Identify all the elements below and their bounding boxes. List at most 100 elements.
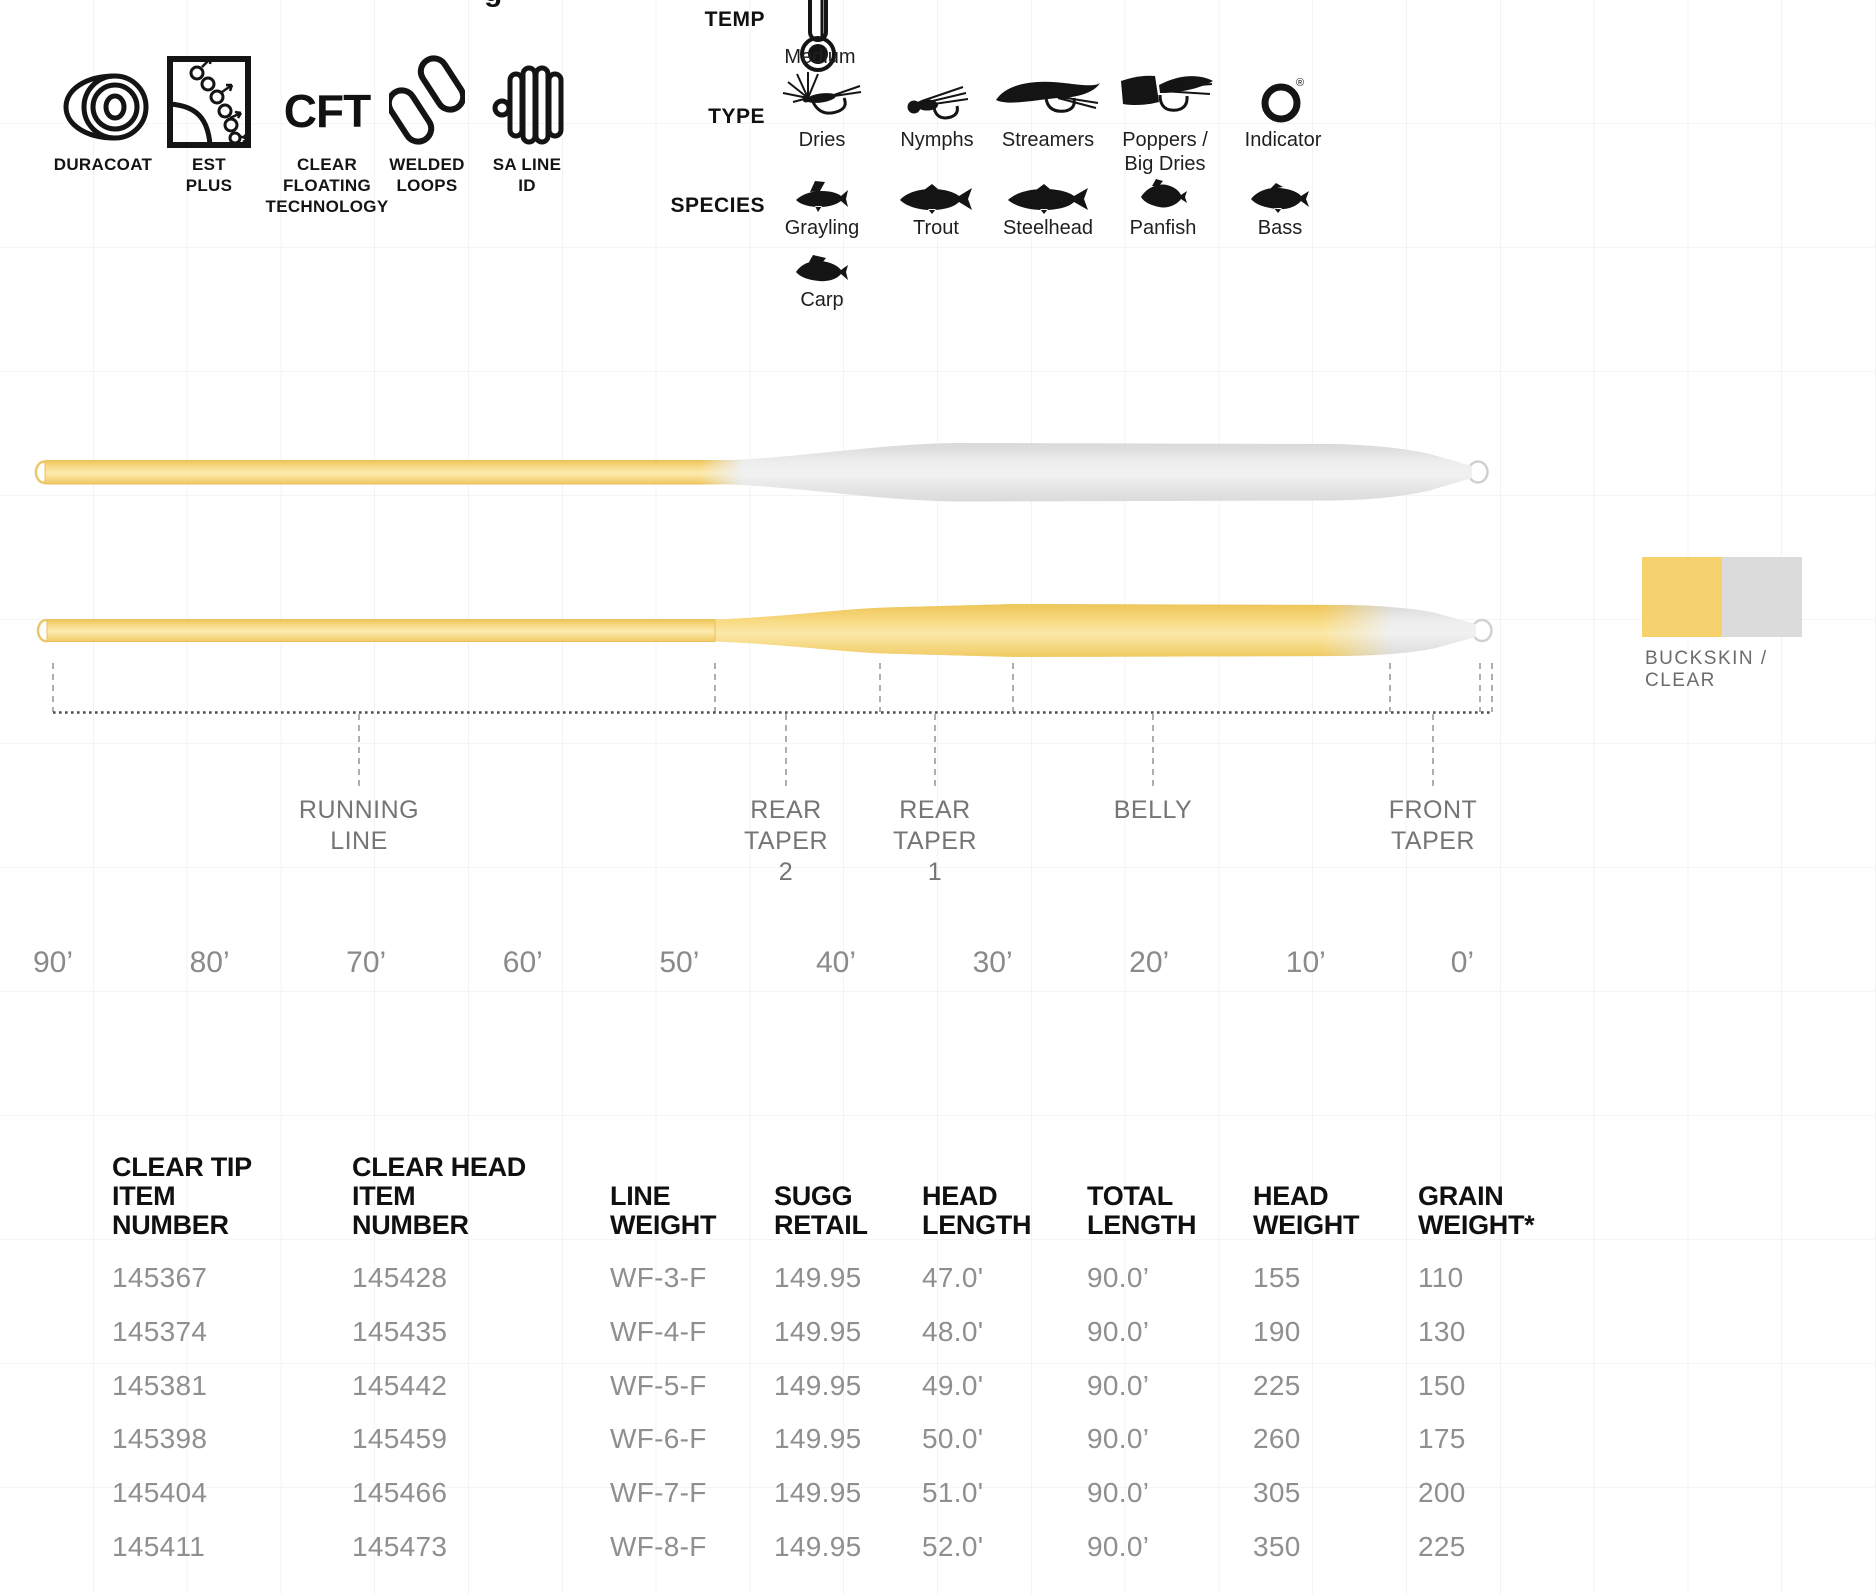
table-cell: 48.0'	[922, 1315, 984, 1347]
clear-swatch	[1722, 557, 1802, 637]
table-header: LINE WEIGHT	[610, 1181, 717, 1240]
table-cell: WF-8-F	[610, 1531, 707, 1562]
table-cell: 155	[1253, 1262, 1301, 1293]
thermometer-icon	[800, 0, 836, 79]
scale-tick: 40’	[815, 946, 857, 979]
segment-dividers	[52, 663, 1493, 712]
streamer-fly-icon	[963, 66, 1133, 124]
label-pointers	[358, 714, 1434, 788]
type-item-indicator-ring: ® Indicator	[1198, 66, 1368, 152]
indicator-ring-icon: ®	[1198, 66, 1368, 124]
table-cell: 175	[1418, 1423, 1466, 1455]
species-item-grayling: Grayling	[737, 176, 907, 240]
species-item-label: Steelhead	[1002, 217, 1094, 239]
table-cell: 90.0’	[1087, 1423, 1150, 1455]
table-cell: 145466	[352, 1477, 448, 1509]
segment-label: RUNNING LINE	[298, 796, 420, 855]
species-item-label: Panfish	[1129, 217, 1197, 239]
table-cell: WF-3-F	[610, 1262, 707, 1293]
species-item-label: Bass	[1257, 217, 1303, 239]
type-item-streamer-fly: Streamers	[963, 66, 1133, 152]
table-cell: 149.95	[774, 1423, 862, 1455]
scale-tick: 90’	[32, 946, 74, 979]
table-cell: 145398	[112, 1423, 208, 1455]
table-header: CLEAR TIP ITEM NUMBER	[112, 1152, 252, 1240]
cropped-title-fragment: g	[484, 0, 524, 11]
table-header: GRAIN WEIGHT*	[1418, 1181, 1535, 1240]
type-item-label: Streamers	[1001, 129, 1095, 151]
table-cell: 149.95	[774, 1531, 862, 1562]
segment-label: FRONT TAPER	[1388, 796, 1478, 855]
table-cell: 350	[1253, 1531, 1301, 1562]
cft-logo-text: CFT	[283, 85, 371, 137]
species-item-carp: Carp	[737, 248, 907, 312]
species-item-panfish: Panfish	[1078, 176, 1248, 240]
taper-diagram	[34, 443, 1493, 788]
feature-label: DURACOAT	[53, 155, 153, 174]
buckskin-swatch	[1642, 557, 1722, 637]
taper-profile-clear-head	[34, 443, 1489, 502]
segment-label: REAR TAPER 1	[893, 796, 977, 886]
scale-tick: 30’	[972, 946, 1013, 979]
segment-label: REAR TAPER 2	[744, 796, 828, 886]
welded-loops-icon	[352, 55, 502, 148]
feature-duracoat: DURACOAT	[28, 56, 178, 175]
table-cell: WF-4-F	[610, 1315, 707, 1347]
table-cell: 90.0’	[1087, 1369, 1150, 1401]
cft-icon: CFT	[252, 56, 402, 148]
trout-icon	[851, 176, 1021, 214]
type-item-label: Dries	[798, 129, 846, 151]
type-item-nymph-fly: Nymphs	[852, 66, 1022, 152]
table-cell: 149.95	[774, 1369, 862, 1401]
duracoat-icon	[28, 56, 178, 148]
table-cell: 149.95	[774, 1477, 862, 1509]
feature-label: CLEAR FLOATING TECHNOLOGY	[265, 155, 389, 216]
sa-line-id-icon	[452, 56, 602, 148]
nymph-fly-icon	[852, 66, 1022, 124]
feature-label: EST PLUS	[185, 155, 233, 195]
table-cell: 52.0'	[922, 1531, 984, 1562]
table-cell: 149.95	[774, 1315, 862, 1347]
scale-tick: 10’	[1285, 946, 1326, 979]
table-cell: 305	[1253, 1477, 1301, 1509]
taper-profile-clear-tip	[36, 604, 1493, 657]
table-cell: WF-5-F	[610, 1369, 707, 1401]
type-label: TYPE	[708, 105, 765, 128]
table-cell: 145442	[352, 1369, 448, 1401]
type-item-label: Indicator	[1244, 129, 1322, 151]
feature-label: SA LINE ID	[492, 155, 562, 195]
species-item-label: Grayling	[784, 217, 860, 239]
table-cell: 90.0’	[1087, 1477, 1150, 1509]
species-item-steelhead: Steelhead	[963, 176, 1133, 240]
table-cell: 145411	[112, 1531, 206, 1562]
table-cell: 150	[1418, 1369, 1466, 1401]
swatch-label: BUCKSKIN / CLEAR	[1645, 648, 1768, 691]
panfish-icon	[1078, 176, 1248, 214]
feature-sa-line-id: SA LINE ID	[452, 56, 602, 196]
table-cell: 51.0'	[922, 1477, 984, 1509]
feature-cft: CFT CLEAR FLOATING TECHNOLOGY	[252, 56, 402, 217]
table-cell: WF-7-F	[610, 1477, 707, 1509]
table-cell: WF-6-F	[610, 1423, 707, 1455]
table-cell: 145374	[112, 1315, 208, 1347]
scale-tick: 50’	[659, 946, 700, 979]
bass-icon	[1195, 176, 1365, 214]
segment-label: BELLY	[1113, 796, 1193, 824]
table-header: SUGG RETAIL	[774, 1181, 868, 1240]
table-cell: 145459	[352, 1423, 448, 1455]
table-cell: 200	[1418, 1477, 1466, 1509]
table-cell: 145428	[352, 1262, 448, 1293]
species-item-label: Trout	[913, 217, 959, 239]
scale-tick: 80’	[189, 946, 230, 979]
table-cell: 90.0’	[1087, 1315, 1150, 1347]
table-cell: 49.0'	[922, 1369, 984, 1401]
table-cell: 110	[1418, 1262, 1464, 1293]
scale-tick: 70’	[346, 946, 387, 979]
type-item-popper-fly: Poppers / Big Dries	[1080, 66, 1250, 176]
table-cell: 145404	[112, 1477, 208, 1509]
dry-fly-icon	[737, 66, 907, 124]
table-cell: 145473	[352, 1531, 448, 1562]
carp-icon	[737, 248, 907, 286]
table-cell: 225	[1418, 1531, 1466, 1562]
